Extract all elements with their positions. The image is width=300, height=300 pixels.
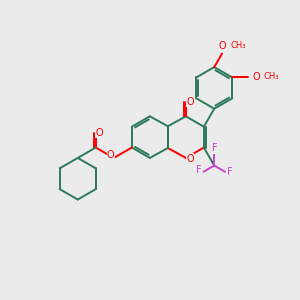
- Text: O: O: [186, 154, 194, 164]
- Text: F: F: [196, 165, 201, 175]
- Text: O: O: [218, 40, 226, 51]
- Text: F: F: [227, 167, 233, 177]
- Text: F: F: [212, 143, 218, 153]
- Text: O: O: [107, 150, 115, 160]
- Text: O: O: [96, 128, 103, 138]
- Text: O: O: [253, 71, 261, 82]
- Text: CH₃: CH₃: [230, 41, 245, 50]
- Text: O: O: [186, 97, 194, 107]
- Text: CH₃: CH₃: [264, 72, 279, 81]
